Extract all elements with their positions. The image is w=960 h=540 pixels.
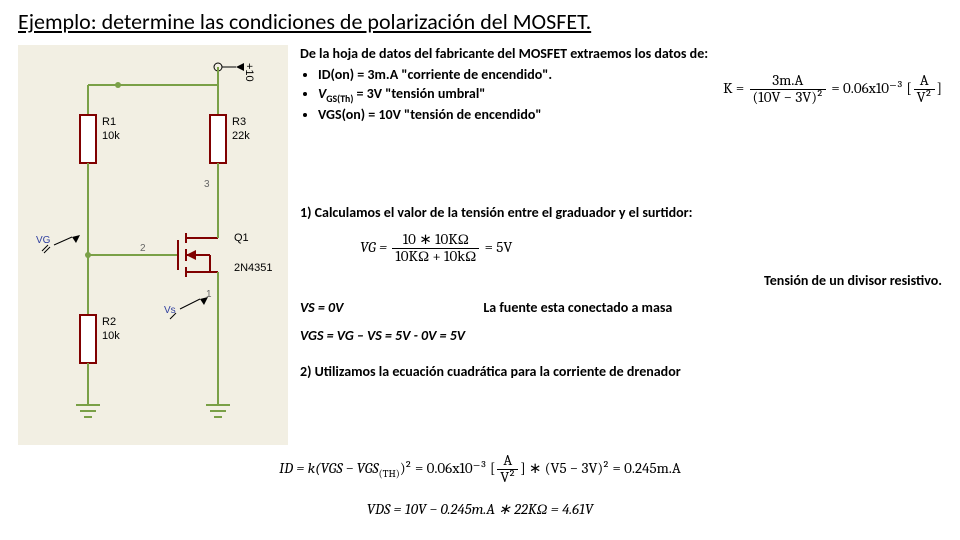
- r1-value: 10k: [102, 130, 120, 142]
- page-title: Ejemplo: determine las condiciones de po…: [18, 8, 942, 35]
- k-equation: K = 3m.A (10V − 3V)² = 0.06x10⁻³ [ A V² …: [723, 73, 942, 106]
- step1-heading: 1) Calculamos el valor de la tensión ent…: [300, 203, 942, 223]
- r1-name: R1: [102, 116, 116, 128]
- vds-equation: VDS = 10V − 0.245m.A ∗ 22KΩ = 4.61V: [18, 500, 942, 519]
- vgs-line: VGS = VG – VS = 5V - 0V = 5V: [300, 326, 942, 346]
- vs-note: La fuente esta conectado a masa: [483, 298, 672, 318]
- divisor-note: Tensión de un divisor resistivo.: [300, 271, 942, 291]
- pin-2: 2: [140, 243, 146, 254]
- vs-line: VS = 0V: [300, 298, 343, 318]
- r3-value: 22k: [232, 130, 250, 142]
- step-1: 1) Calculamos el valor de la tensión ent…: [300, 203, 942, 346]
- circuit-diagram: +10 R1 10k R3 22k 3: [18, 45, 288, 445]
- datasheet-item-3: VGS(on) = 10V "tensión de encendido": [318, 106, 942, 125]
- r3-name: R3: [232, 116, 246, 128]
- id-equation: ID = k(VGS − VGS(TH))² = 0.06x10⁻³ [ A V…: [18, 453, 942, 486]
- r2-name: R2: [102, 316, 116, 328]
- probe-vs-label: Vs: [164, 305, 176, 316]
- supply-label: +10: [243, 63, 255, 82]
- vg-equation: VG = 10 ∗ 10KΩ 10KΩ + 10kΩ = 5V: [360, 232, 942, 265]
- r2-value: 10k: [102, 330, 120, 342]
- pin-3: 3: [204, 179, 210, 190]
- step-2: 2) Utilizamos la ecuación cuadrática par…: [300, 362, 942, 382]
- q1-part: 2N4351: [234, 262, 273, 274]
- q1-name: Q1: [234, 232, 249, 244]
- datasheet-intro: De la hoja de datos del fabricante del M…: [300, 45, 942, 64]
- step2-heading: 2) Utilizamos la ecuación cuadrática par…: [300, 362, 942, 382]
- probe-vg-label: VG: [36, 235, 51, 246]
